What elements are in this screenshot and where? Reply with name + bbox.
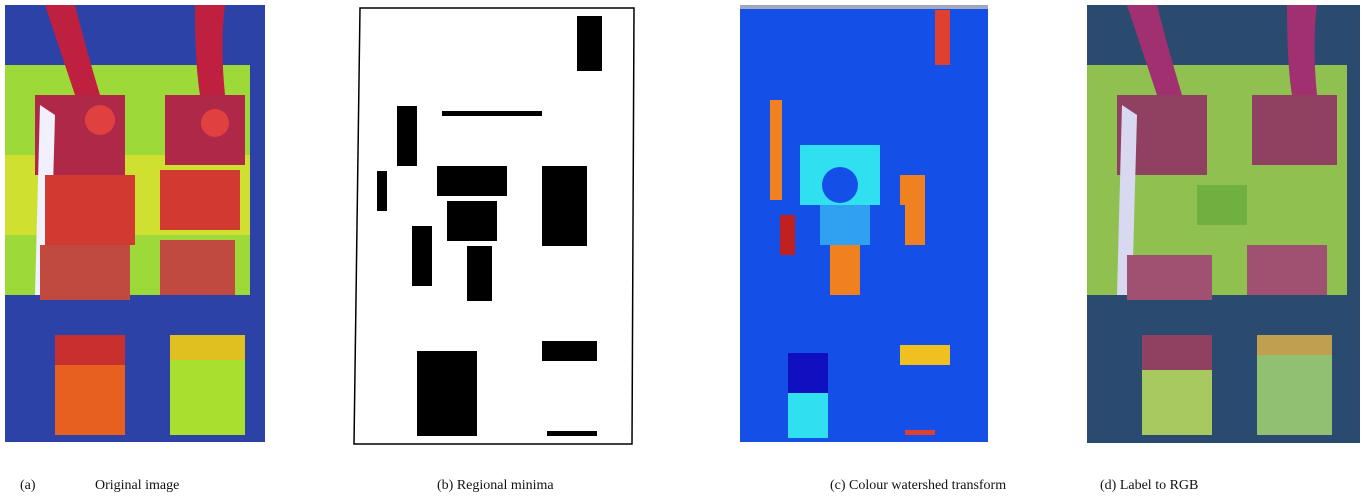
label-to-rgb	[1087, 5, 1360, 443]
panel-label: (a)	[20, 478, 36, 494]
colour-watershed-transform	[740, 5, 988, 442]
figure: (a) Original image (b) Regional minima (…	[0, 0, 1368, 499]
regional-minima	[352, 6, 637, 446]
panel-caption: (c) Colour watershed transform	[830, 478, 1006, 494]
panel-caption: (b) Regional minima	[437, 478, 554, 494]
panel-caption: Original image	[95, 478, 179, 494]
panel-caption: (d) Label to RGB	[1100, 478, 1198, 494]
original-image	[5, 5, 265, 442]
